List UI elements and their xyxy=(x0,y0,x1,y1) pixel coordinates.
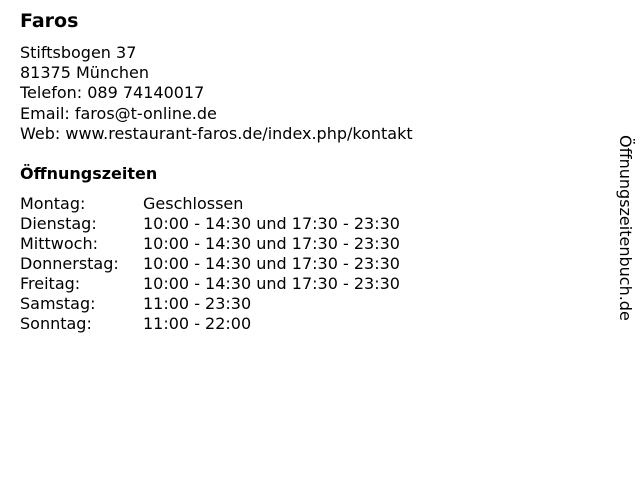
time: 10:00 - 14:30 und 17:30 - 23:30 xyxy=(143,254,400,273)
hours-row: Mittwoch: 10:00 - 14:30 und 17:30 - 23:30 xyxy=(20,234,400,254)
hours-row: Samstag: 11:00 - 23:30 xyxy=(20,294,400,314)
day: Montag: xyxy=(20,194,86,213)
website: Web: www.restaurant-faros.de/index.php/k… xyxy=(20,123,413,143)
phone: Telefon: 089 74140017 xyxy=(20,83,205,103)
day: Freitag: xyxy=(20,274,81,293)
time: 11:00 - 22:00 xyxy=(143,314,252,333)
time: 10:00 - 14:30 und 17:30 - 23:30 xyxy=(143,274,400,293)
day: Donnerstag: xyxy=(20,254,119,273)
time: 11:00 - 23:30 xyxy=(143,294,252,313)
hours-row: Freitag: 10:00 - 14:30 und 17:30 - 23:30 xyxy=(20,274,400,294)
hours-row: Donnerstag: 10:00 - 14:30 und 17:30 - 23:… xyxy=(20,254,400,274)
day: Mittwoch: xyxy=(20,234,98,253)
hours-row: Dienstag: 10:00 - 14:30 und 17:30 - 23:30 xyxy=(20,214,400,234)
hours-heading: Öffnungszeiten xyxy=(20,164,158,183)
day: Dienstag: xyxy=(20,214,97,233)
time: 10:00 - 14:30 und 17:30 - 23:30 xyxy=(143,214,400,233)
city: 81375 München xyxy=(20,63,149,83)
hours-table: Montag: Geschlossen Dienstag: 10:00 - 14:3… xyxy=(20,194,400,334)
email: Email: faros@t-online.de xyxy=(20,103,217,123)
hours-row: Sonntag: 11:00 - 22:00 xyxy=(20,314,400,334)
day: Sonntag: xyxy=(20,314,92,333)
time: Geschlossen xyxy=(143,194,244,213)
day: Samstag: xyxy=(20,294,96,313)
site-watermark: Öffnungszeitenbuch.de xyxy=(616,135,635,321)
address-block: Stiftsbogen 37 81375 München Telefon: 08… xyxy=(20,43,413,144)
restaurant-name: Faros xyxy=(20,10,79,32)
hours-row: Montag: Geschlossen xyxy=(20,194,400,214)
time: 10:00 - 14:30 und 17:30 - 23:30 xyxy=(143,234,400,253)
street: Stiftsbogen 37 xyxy=(20,43,137,62)
